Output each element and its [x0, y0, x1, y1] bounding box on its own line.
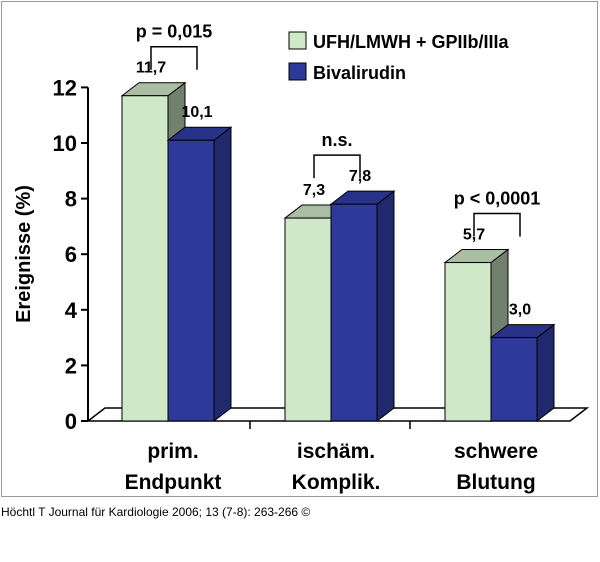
x-category-label: prim. [147, 440, 198, 463]
legend-swatch [288, 31, 307, 50]
bar [167, 139, 215, 422]
legend-swatch [288, 62, 307, 81]
significance-label: p = 0,015 [136, 22, 213, 42]
y-tick-label: 12 [53, 75, 77, 100]
x-category-label: Blutung [456, 471, 535, 494]
bar-value-label: 3,0 [509, 302, 531, 319]
legend: UFH/LMWH + GPIIb/IIIa Bivalirudin [288, 31, 509, 83]
y-tick-label: 10 [53, 131, 77, 156]
significance-bracket [473, 212, 521, 237]
x-category-label: ischäm. [297, 440, 375, 463]
bar-side [213, 126, 232, 423]
bar [121, 95, 169, 422]
y-tick-label: 0 [65, 409, 77, 434]
y-tick-label: 4 [65, 298, 78, 323]
significance-bracket [150, 45, 198, 70]
significance-bracket [313, 154, 361, 179]
bar [490, 337, 538, 422]
x-category-label: Endpunkt [125, 471, 222, 494]
legend-label: UFH/LMWH + GPIIb/IIIa [313, 32, 509, 52]
bar [284, 217, 332, 422]
legend-label: Bivalirudin [313, 63, 406, 83]
bar [330, 203, 378, 422]
y-tick-label: 8 [65, 187, 77, 212]
x-category-label: Komplik. [292, 471, 381, 494]
bar [444, 262, 492, 422]
bars-layer [120, 81, 556, 423]
significance-label: p < 0,0001 [454, 189, 541, 209]
bar-value-label: 7,3 [303, 182, 325, 199]
bar-side [376, 190, 395, 423]
bar-side [536, 323, 555, 423]
x-category-label: schwere [454, 440, 538, 463]
y-axis-title: Ereignisse (%) [13, 185, 35, 323]
y-tick-label: 6 [65, 242, 77, 267]
source-caption: Höchtl T Journal für Kardiologie 2006; 1… [1, 505, 311, 519]
bar-value-label: 10,1 [181, 104, 212, 121]
y-tick-label: 2 [65, 353, 77, 378]
significance-label: n.s. [321, 130, 352, 150]
